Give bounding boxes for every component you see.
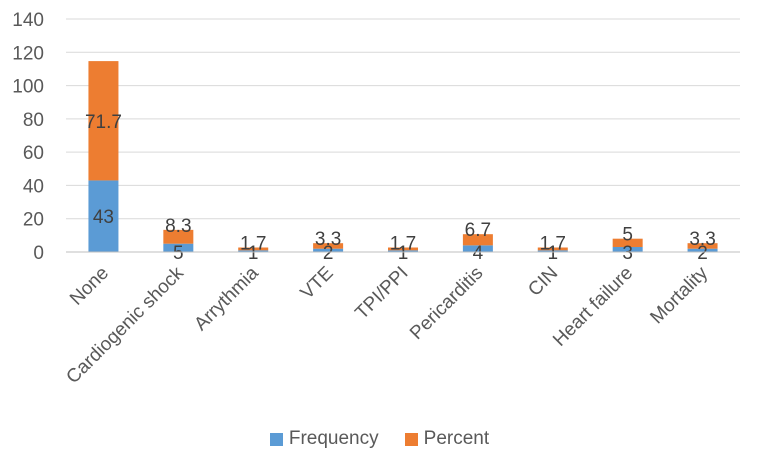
y-tick-label: 20 <box>23 210 44 231</box>
data-label-percent: 71.7 <box>85 112 122 133</box>
y-axis: 0 20 40 60 80 100 120 140 <box>12 10 44 264</box>
bar-percent-1 <box>163 229 194 244</box>
x-tick-label: Heart failure <box>549 263 637 351</box>
data-label-frequency: 2 <box>323 243 334 264</box>
bar-percent-3 <box>313 243 344 249</box>
x-tick-label: CIN <box>524 263 562 301</box>
x-tick-label: None <box>66 263 113 310</box>
bar-percent-6 <box>537 247 568 251</box>
data-label-frequency: 2 <box>697 243 708 264</box>
bar-percent-5 <box>462 234 493 246</box>
bar-frequency-6 <box>537 250 568 252</box>
data-label-frequency: 43 <box>93 207 114 228</box>
bar-frequency-2 <box>238 250 269 252</box>
y-tick-label: 60 <box>23 143 44 164</box>
legend-label-frequency: Frequency <box>288 428 379 449</box>
x-tick-label: Arrythmia <box>190 262 263 335</box>
data-label-frequency: 1 <box>398 243 409 264</box>
bar-frequency-0 <box>88 180 119 252</box>
y-tick-label: 100 <box>12 77 44 98</box>
x-tick-label: Pericarditis <box>406 263 487 344</box>
y-tick-label: 0 <box>33 243 44 264</box>
bar-frequency-5 <box>462 245 493 252</box>
bar-percent-4 <box>388 247 418 251</box>
gridlines <box>66 18 740 253</box>
data-label-percent: 3.3 <box>315 229 341 250</box>
data-label-percent: 1.7 <box>240 234 266 255</box>
bar-percent-2 <box>238 247 269 251</box>
legend-swatch-percent <box>404 432 418 446</box>
legend-item-percent: Percent <box>404 428 490 450</box>
x-tick-label: TPI/PPI <box>351 263 412 324</box>
data-label-percent: 1.7 <box>390 234 416 255</box>
bar-frequency-1 <box>163 243 194 252</box>
bar-frequency-4 <box>388 250 418 252</box>
y-tick-label: 140 <box>12 10 44 31</box>
bar-frequency-8 <box>687 248 718 252</box>
data-label-frequency: 1 <box>248 243 259 264</box>
data-label-frequency: 1 <box>547 243 558 264</box>
y-tick-label: 40 <box>23 176 44 197</box>
bar-percent-7 <box>612 238 643 248</box>
data-label-percent: 3.3 <box>689 229 715 250</box>
y-tick-label: 80 <box>23 110 44 131</box>
legend-label-percent: Percent <box>423 428 490 449</box>
bar-percent-0 <box>88 61 119 181</box>
bar-percent-8 <box>687 243 718 249</box>
data-label-frequency: 3 <box>622 243 633 264</box>
bar-frequency-3 <box>313 248 344 252</box>
legend: Frequency Percent <box>0 428 759 450</box>
legend-swatch-frequency <box>269 432 283 446</box>
legend-item-frequency: Frequency <box>269 428 379 450</box>
bar-frequency-7 <box>612 247 643 252</box>
x-tick-label: Mortality <box>646 262 712 328</box>
y-tick-label: 120 <box>12 43 44 64</box>
data-label-percent: 1.7 <box>540 234 566 255</box>
data-label-frequency: 5 <box>173 243 184 264</box>
data-label-frequency: 4 <box>473 243 484 264</box>
x-tick-label: VTE <box>297 263 338 304</box>
data-label-percent: 5 <box>622 225 633 246</box>
bars <box>88 61 718 252</box>
data-label-percent: 8.3 <box>165 216 191 237</box>
data-label-percent: 6.7 <box>465 220 491 241</box>
